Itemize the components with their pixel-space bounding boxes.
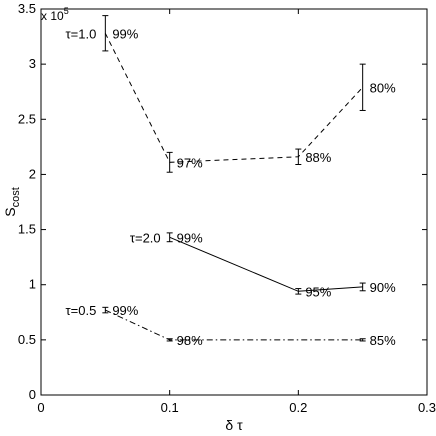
- data-label: 80%: [370, 80, 396, 95]
- data-label: 88%: [305, 150, 331, 165]
- series-layer: 99% 97% 88% 80% τ=1.0 99% 95% 90% τ=2.0 99% 98% 85%…: [66, 15, 397, 348]
- x-tick-label: 0: [37, 400, 44, 415]
- y-tick-label: 0: [29, 387, 36, 402]
- series-3: 99% 98% 85% τ=0.5: [66, 303, 397, 348]
- y-axis-multiplier-exponent: 5: [64, 6, 69, 16]
- series-line: [105, 309, 363, 341]
- data-label: 85%: [370, 333, 396, 348]
- series-1: 99% 97% 88% 80% τ=1.0: [66, 15, 396, 173]
- plot-area: [40, 8, 428, 396]
- y-axis-multiplier-base: x 10: [41, 9, 64, 23]
- y-tick-label: 2.5: [18, 111, 36, 126]
- series-line: [169, 236, 363, 292]
- data-label: 99%: [112, 26, 138, 41]
- data-label: 98%: [177, 333, 203, 348]
- y-axis-label-sub: cost: [10, 187, 22, 207]
- series-name-label: τ=0.5: [66, 303, 97, 318]
- x-tick-label: 0.3: [418, 400, 436, 415]
- y-axis-label-main: S: [2, 207, 18, 216]
- y-axis-label: Scost: [2, 187, 22, 217]
- data-label: 99%: [112, 303, 138, 318]
- series-line: [104, 33, 364, 163]
- y-tick-label: 1: [29, 277, 36, 292]
- y-tick-label: 1.5: [18, 222, 36, 237]
- y-tick-label: 3: [29, 56, 36, 71]
- y-tick-label: 3.5: [18, 1, 36, 16]
- series-name-label: τ=2.0: [130, 230, 161, 245]
- data-label: 90%: [370, 280, 396, 295]
- data-label: 95%: [305, 284, 331, 299]
- svg-text:Scost: Scost: [2, 187, 22, 217]
- data-label: 97%: [177, 155, 203, 170]
- axis-ticks: 0 0.1 0.2 0.3 0 0.5 1 1.5 2 2.5 3 3.5: [18, 1, 436, 415]
- y-axis-multiplier: x 105: [41, 6, 69, 23]
- x-tick-label: 0.1: [161, 400, 179, 415]
- y-tick-label: 0.5: [18, 332, 36, 347]
- series-2: 99% 95% 90% τ=2.0: [130, 230, 396, 299]
- x-axis-label: δ τ: [225, 417, 243, 433]
- x-tick-label: 0.2: [289, 400, 307, 415]
- y-tick-label: 2: [29, 166, 36, 181]
- data-label: 99%: [177, 230, 203, 245]
- series-name-label: τ=1.0: [66, 26, 97, 41]
